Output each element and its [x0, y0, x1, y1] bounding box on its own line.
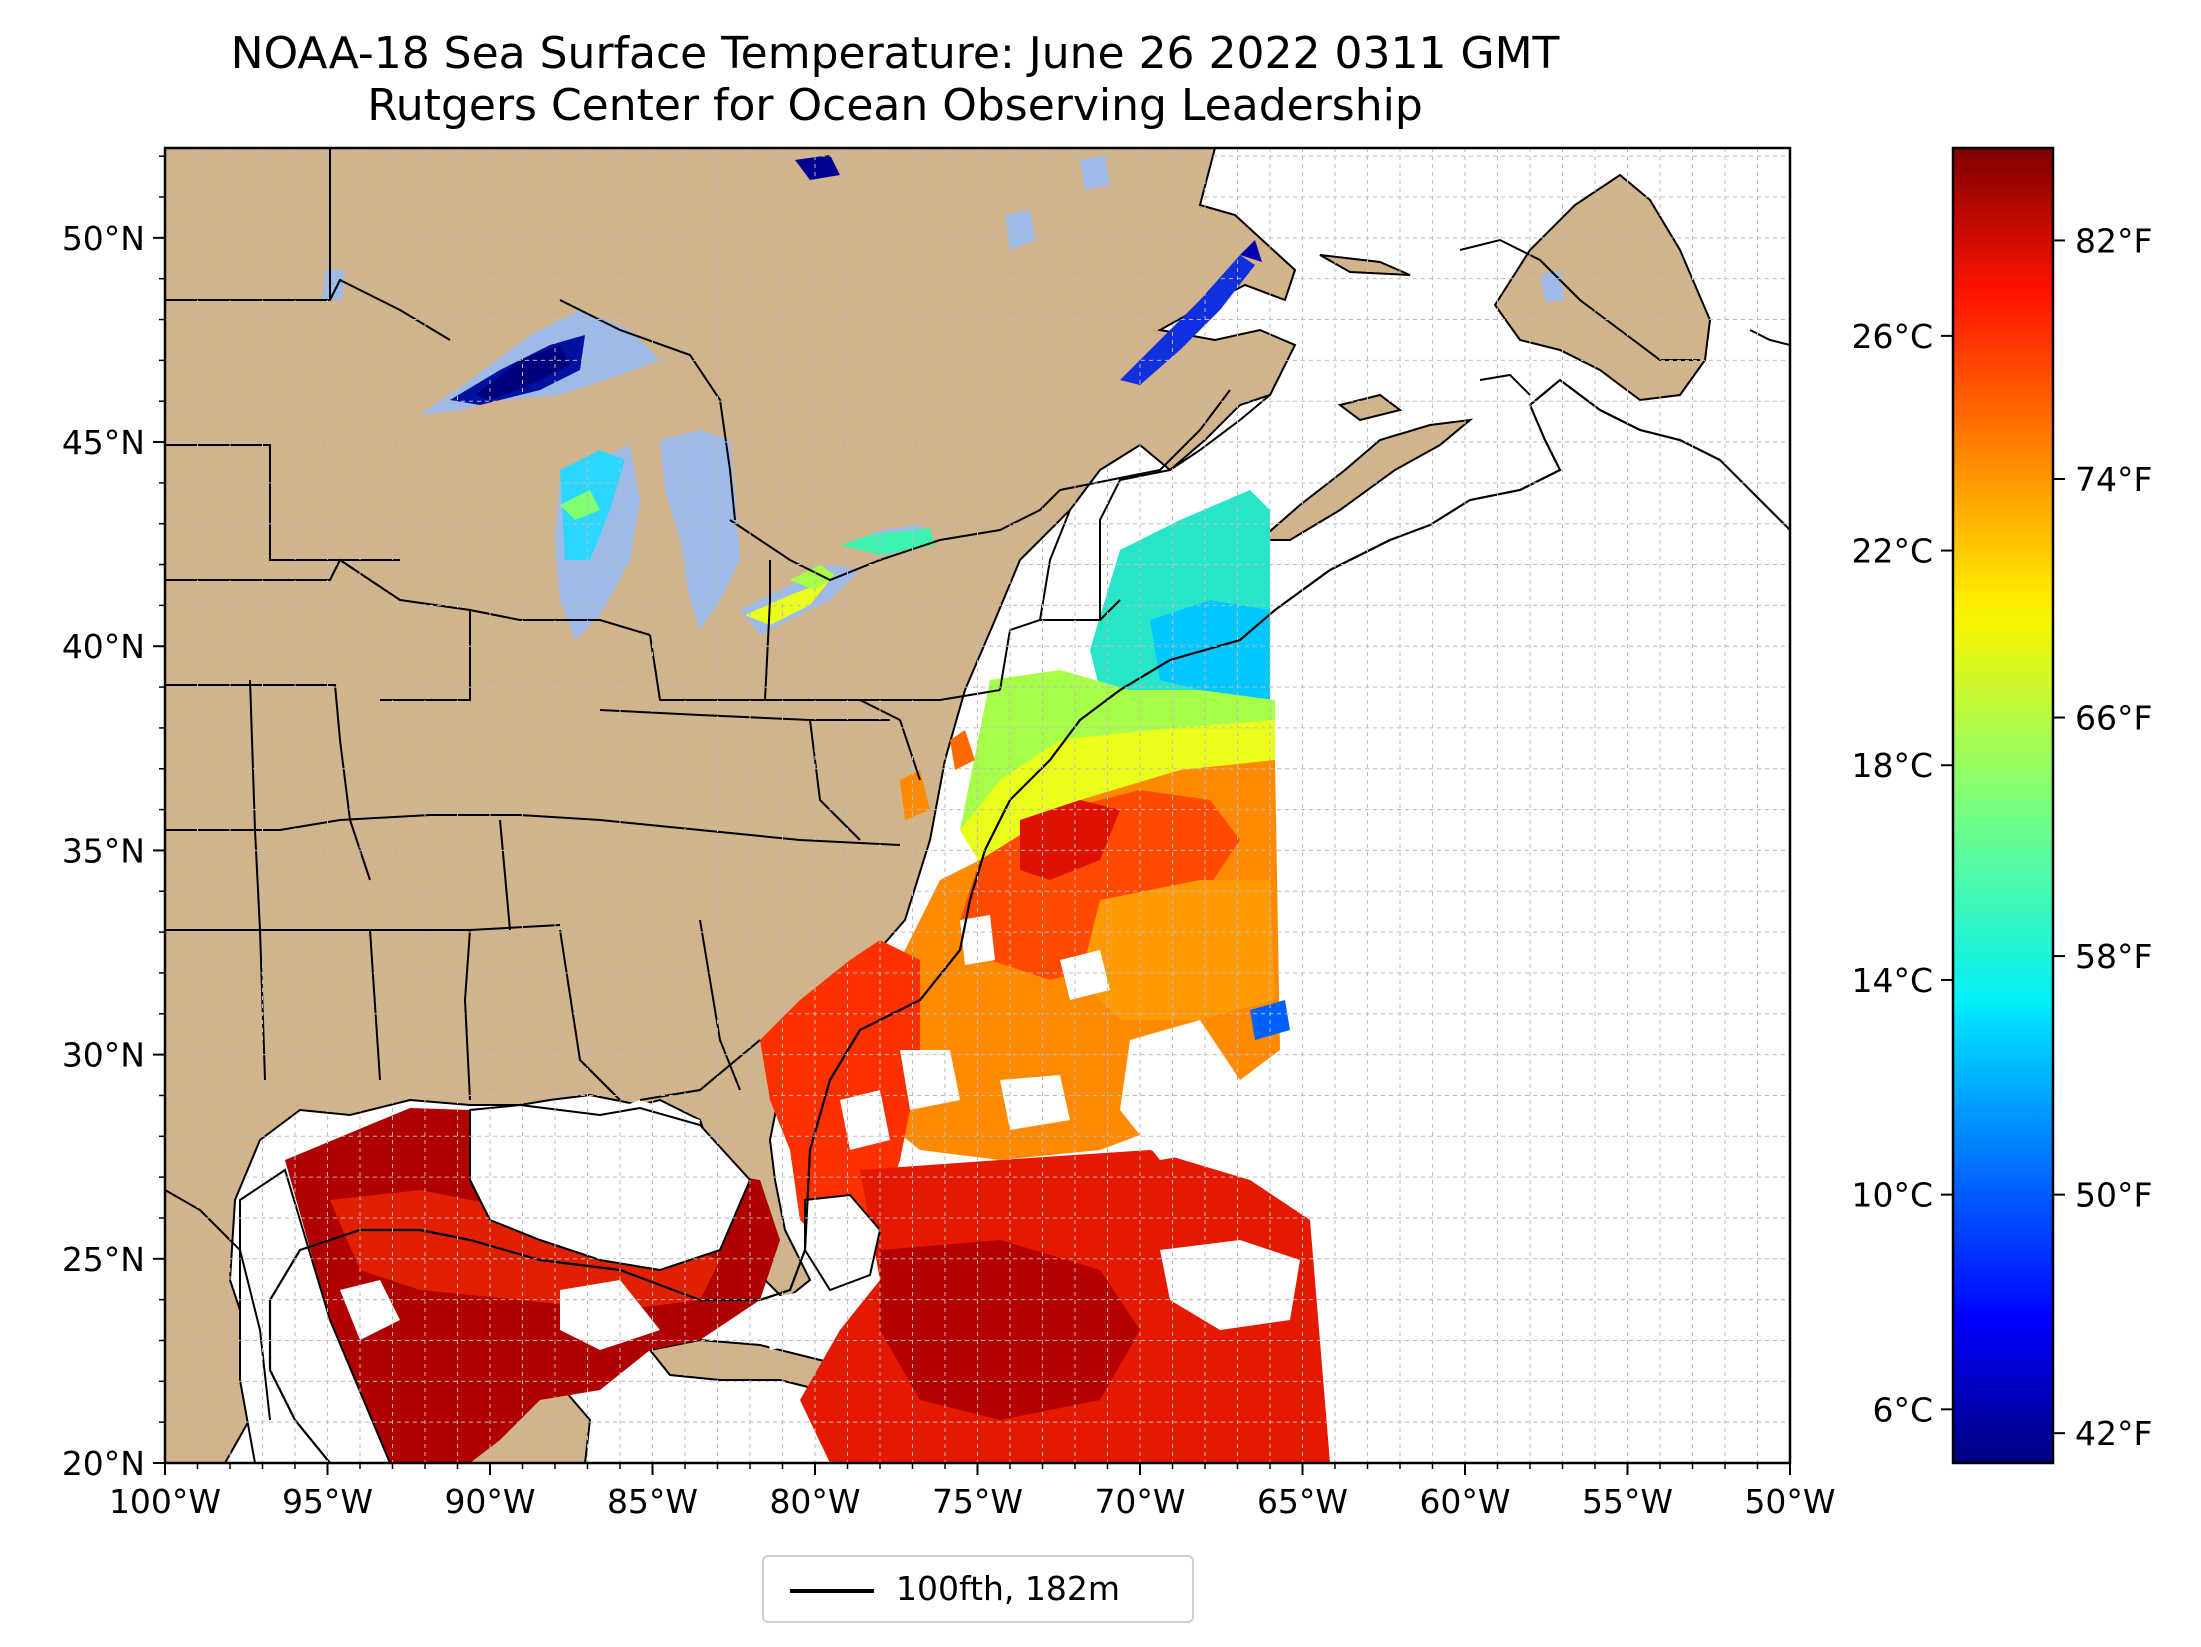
- latitude-axis: 20°N 25°N 30°N 35°N 40°N 45°N 50°N: [62, 155, 165, 1483]
- lon-tick-label: 60°W: [1419, 1482, 1510, 1521]
- legend: 100fth, 182m: [762, 1555, 1194, 1623]
- legend-isobath-line: [790, 1589, 874, 1593]
- lon-tick-label: 50°W: [1744, 1482, 1835, 1521]
- lon-tick-label: 70°W: [1094, 1482, 1185, 1521]
- lat-tick-label: 25°N: [62, 1240, 145, 1279]
- celsius-tick-label: 14°C: [1851, 961, 1933, 1000]
- map-area: [165, 148, 1790, 1463]
- celsius-tick-label: 18°C: [1851, 746, 1933, 785]
- shelf-no-data: [239, 1103, 882, 1463]
- fahrenheit-tick-label: 74°F: [2075, 460, 2152, 499]
- lon-tick-label: 80°W: [769, 1482, 860, 1521]
- fahrenheit-tick-label: 82°F: [2075, 221, 2152, 260]
- fahrenheit-tick-label: 50°F: [2075, 1176, 2152, 1215]
- colorbar-celsius-ticks: 6°C 10°C 14°C 18°C 22°C 26°C: [1851, 317, 1953, 1429]
- celsius-tick-label: 6°C: [1872, 1390, 1933, 1429]
- celsius-tick-label: 22°C: [1851, 532, 1933, 571]
- colorbar-fahrenheit-ticks: 42°F 50°F 58°F 66°F 74°F 82°F: [2053, 221, 2152, 1453]
- celsius-tick-label: 10°C: [1851, 1176, 1933, 1215]
- gridlines: [165, 148, 1790, 1463]
- legend-label: 100fth, 182m: [896, 1569, 1120, 1608]
- lon-tick-label: 90°W: [444, 1482, 535, 1521]
- fahrenheit-tick-label: 58°F: [2075, 937, 2152, 976]
- celsius-tick-label: 26°C: [1851, 317, 1933, 356]
- lon-tick-label: 55°W: [1582, 1482, 1673, 1521]
- fahrenheit-tick-label: 42°F: [2075, 1414, 2152, 1453]
- lat-tick-label: 45°N: [62, 423, 145, 462]
- lat-tick-label: 20°N: [62, 1444, 145, 1483]
- longitude-axis: 100°W 95°W 90°W 85°W 80°W 75°W 70°W 65°W 60°W 55°…: [109, 1463, 1836, 1521]
- lat-tick-label: 40°N: [62, 627, 145, 666]
- lat-tick-label: 50°N: [62, 219, 145, 258]
- lat-tick-label: 30°N: [62, 1036, 145, 1075]
- lon-tick-label: 85°W: [607, 1482, 698, 1521]
- lat-tick-label: 35°N: [62, 831, 145, 870]
- lon-tick-label: 100°W: [109, 1482, 221, 1521]
- lon-tick-label: 65°W: [1257, 1482, 1348, 1521]
- map-title: NOAA-18 Sea Surface Temperature: June 26…: [230, 28, 1560, 79]
- fahrenheit-tick-label: 66°F: [2075, 699, 2152, 738]
- colorbar: [1951, 146, 2055, 1465]
- lon-tick-label: 75°W: [932, 1482, 1023, 1521]
- lon-tick-label: 95°W: [282, 1482, 373, 1521]
- isobath-100fth: [268, 378, 1790, 1463]
- map-subtitle: Rutgers Center for Ocean Observing Leade…: [367, 80, 1423, 131]
